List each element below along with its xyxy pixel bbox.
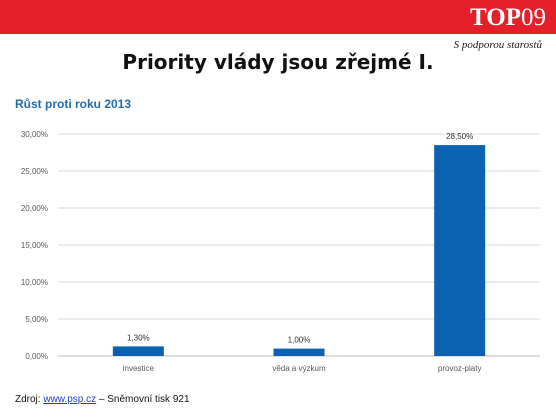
source-link[interactable]: www.psp.cz bbox=[43, 394, 97, 405]
logo-text: TOP bbox=[470, 4, 521, 31]
slide-title: Priority vlády jsou zřejmé I. bbox=[122, 50, 434, 74]
y-tick-label: 15,00% bbox=[21, 241, 48, 250]
chart-subtitle: Růst proti roku 2013 bbox=[15, 97, 132, 111]
party-logo: TOP09 bbox=[470, 4, 546, 32]
source-suffix: – Sněmovní tisk 921 bbox=[96, 394, 190, 405]
source-note: Zdroj: www.psp.cz – Sněmovní tisk 921 bbox=[15, 394, 190, 405]
data-label: 1,30% bbox=[127, 333, 150, 342]
bar bbox=[273, 348, 325, 356]
x-tick-label: věda a výzkum bbox=[272, 364, 326, 373]
y-tick-label: 0,00% bbox=[25, 352, 48, 361]
logo-number: 09 bbox=[521, 4, 546, 31]
x-tick-label: provoz-platy bbox=[438, 364, 482, 373]
data-label: 1,00% bbox=[288, 336, 311, 345]
bar bbox=[434, 145, 486, 356]
x-tick-label: investice bbox=[123, 364, 155, 373]
y-tick-label: 30,00% bbox=[21, 130, 48, 139]
y-tick-label: 25,00% bbox=[21, 167, 48, 176]
tagline: S podporou starostů bbox=[453, 39, 542, 51]
source-prefix: Zdroj: bbox=[15, 394, 44, 405]
data-label: 28,50% bbox=[446, 132, 473, 141]
y-tick-label: 20,00% bbox=[21, 204, 48, 213]
bar bbox=[112, 346, 164, 356]
y-tick-label: 10,00% bbox=[21, 278, 48, 287]
top-banner bbox=[0, 0, 556, 34]
y-tick-label: 5,00% bbox=[25, 315, 48, 324]
